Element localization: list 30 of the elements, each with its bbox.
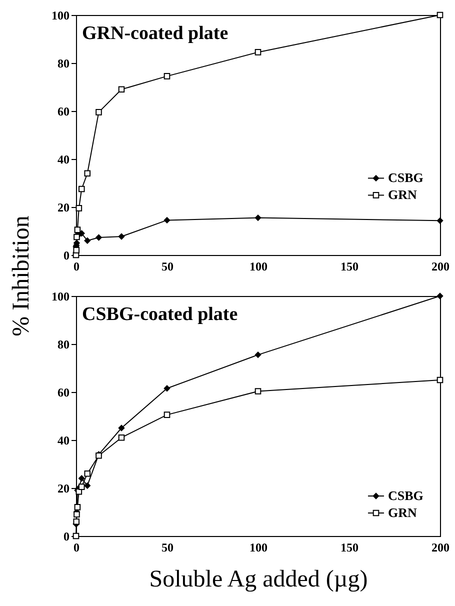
y-tick-label: 0 xyxy=(64,248,70,262)
x-tick-label: 150 xyxy=(340,260,358,274)
y-tick-label: 20 xyxy=(58,200,70,214)
y-tick-label: 80 xyxy=(58,56,70,70)
x-tick-label: 100 xyxy=(250,260,268,274)
y-tick-label: 60 xyxy=(58,386,70,400)
chart-title: CSBG-coated plate xyxy=(82,304,238,325)
y-axis-title: % Inhibition xyxy=(8,216,34,336)
y-tick-label: 80 xyxy=(58,338,70,352)
y-tick-label: 40 xyxy=(58,434,70,448)
y-tick-label: 20 xyxy=(58,482,70,496)
legend-label: GRN xyxy=(388,187,418,202)
x-tick-label: 200 xyxy=(432,540,450,554)
y-tick-label: 100 xyxy=(52,8,70,22)
chart-title: GRN-coated plate xyxy=(82,23,228,44)
x-tick-label: 50 xyxy=(162,260,174,274)
x-tick-label: 150 xyxy=(340,540,358,554)
x-tick-label: 200 xyxy=(432,260,450,274)
x-tick-label: 100 xyxy=(250,540,268,554)
y-tick-label: 40 xyxy=(58,152,70,166)
legend-label: CSBG xyxy=(388,488,424,503)
y-tick-label: 0 xyxy=(64,530,70,544)
legend-label: GRN xyxy=(388,505,418,520)
x-axis-title: Soluble Ag added (µg) xyxy=(149,566,368,592)
x-tick-label: 50 xyxy=(162,540,174,554)
y-tick-label: 100 xyxy=(52,290,70,304)
legend-label: CSBG xyxy=(388,170,424,186)
y-tick-label: 60 xyxy=(58,104,70,118)
x-tick-label: 0 xyxy=(74,540,80,554)
x-tick-label: 0 xyxy=(74,260,80,274)
